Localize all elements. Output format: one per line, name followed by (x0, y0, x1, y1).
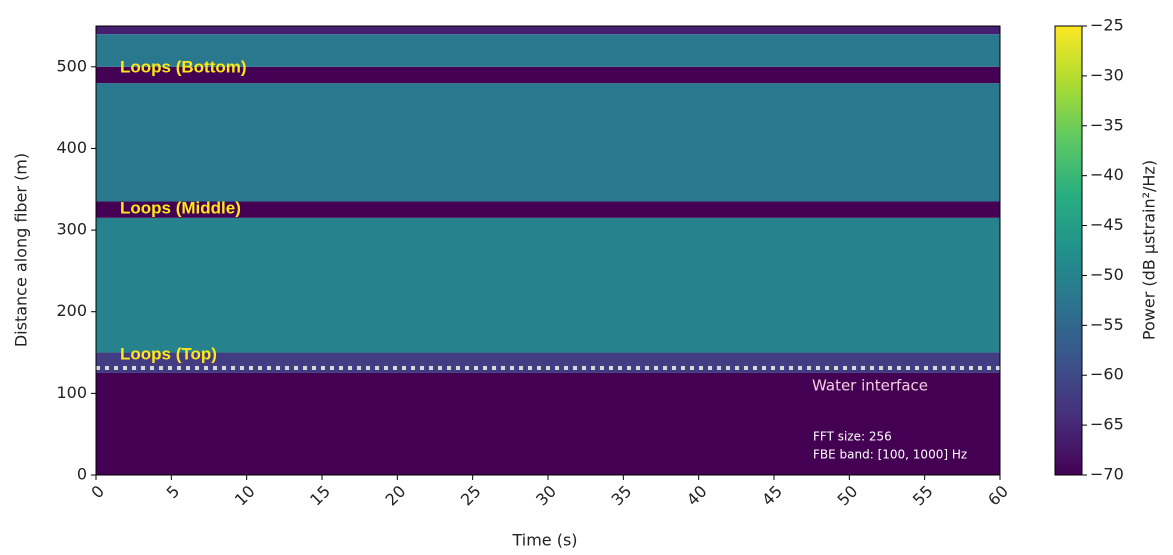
annotation: Loops (Top) (120, 344, 217, 363)
note: FBE band: [100, 1000] Hz (813, 448, 967, 462)
x-tick-label: 45 (758, 482, 786, 510)
colorbar-tick-label: −70 (1090, 465, 1124, 484)
x-tick-label: 30 (532, 482, 560, 510)
heat-band (96, 217, 1000, 353)
water-label: Water interface (812, 377, 928, 395)
x-tick-label: 20 (382, 482, 410, 510)
x-tick-label: 5 (163, 482, 184, 503)
colorbar-label: Power (dB µstrain²/Hz) (1140, 160, 1159, 340)
heat-band (96, 34, 1000, 67)
colorbar-tick-label: −40 (1090, 165, 1124, 184)
plot-area (96, 26, 1000, 475)
x-tick-label: 55 (909, 482, 937, 510)
x-tick-label: 40 (683, 482, 711, 510)
colorbar-tick-label: −25 (1090, 16, 1124, 35)
colorbar-tick-label: −45 (1090, 215, 1124, 234)
x-tick-label: 35 (608, 482, 636, 510)
annotation: Loops (Middle) (120, 198, 241, 217)
y-tick-label: 300 (56, 220, 87, 239)
x-tick-label: 50 (834, 482, 862, 510)
note: FFT size: 256 (813, 430, 892, 444)
colorbar-tick-label: −55 (1090, 315, 1124, 334)
y-axis-label: Distance along fiber (m) (12, 153, 31, 347)
x-tick-label: 10 (231, 482, 259, 510)
heat-band (96, 372, 1000, 475)
heat-band (96, 83, 1000, 202)
colorbar-tick-label: −35 (1090, 115, 1124, 134)
y-tick-label: 500 (56, 56, 87, 75)
colorbar-tick-label: −65 (1090, 415, 1124, 434)
heat-band (96, 66, 1000, 84)
y-tick-label: 0 (77, 465, 87, 484)
heat-band (96, 201, 1000, 218)
x-tick-label: 60 (984, 482, 1012, 510)
colorbar (1054, 25, 1083, 476)
x-axis-label: Time (s) (511, 531, 577, 550)
colorbar-tick-label: −50 (1090, 265, 1124, 284)
y-tick-label: 100 (56, 383, 87, 402)
x-tick-label: 15 (306, 482, 334, 510)
colorbar-tick-label: −60 (1090, 365, 1124, 384)
heat-band (96, 26, 1000, 35)
annotation: Loops (Bottom) (120, 57, 247, 76)
x-tick-label: 0 (87, 482, 108, 503)
y-tick-label: 200 (56, 301, 87, 320)
colorbar-tick-label: −30 (1090, 65, 1124, 84)
x-tick-label: 25 (457, 482, 485, 510)
y-tick-label: 400 (56, 138, 87, 157)
